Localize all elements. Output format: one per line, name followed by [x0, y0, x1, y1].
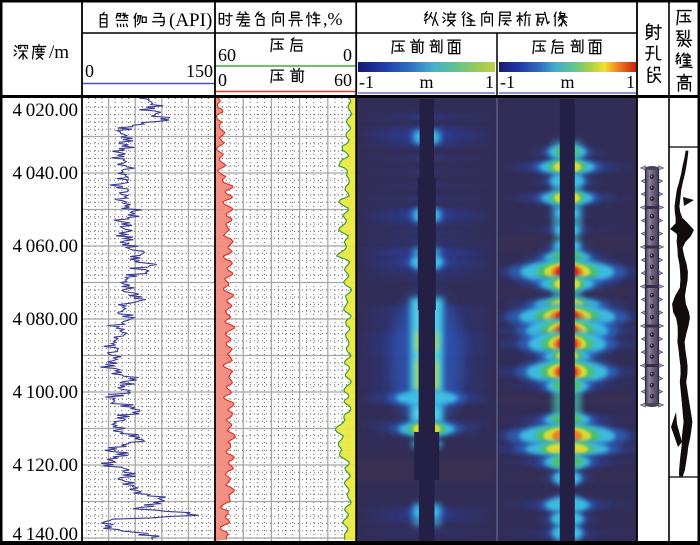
svg-text:m: m — [419, 72, 433, 92]
svg-text:4 040.00: 4 040.00 — [12, 163, 78, 184]
svg-text:60: 60 — [218, 45, 236, 65]
svg-text:4 080.00: 4 080.00 — [12, 309, 78, 330]
svg-text:150: 150 — [186, 61, 213, 81]
svg-text:1: 1 — [626, 72, 635, 92]
svg-text:4 020.00: 4 020.00 — [12, 100, 78, 121]
svg-text:m: m — [560, 72, 574, 92]
svg-text:(API): (API) — [169, 10, 212, 31]
svg-text:0: 0 — [218, 70, 227, 90]
svg-text:0: 0 — [85, 61, 94, 81]
svg-text:1: 1 — [485, 72, 494, 92]
svg-text:4 060.00: 4 060.00 — [12, 236, 78, 257]
svg-text:-1: -1 — [359, 72, 374, 92]
svg-text:4 100.00: 4 100.00 — [12, 382, 78, 403]
svg-text:4 120.00: 4 120.00 — [12, 455, 78, 476]
svg-text:0: 0 — [343, 45, 352, 65]
svg-text:60: 60 — [334, 70, 352, 90]
svg-text:4 140.00: 4 140.00 — [12, 524, 78, 545]
svg-text:/m: /m — [49, 42, 69, 63]
svg-text:,%: ,% — [323, 9, 343, 29]
svg-text:-1: -1 — [500, 72, 515, 92]
